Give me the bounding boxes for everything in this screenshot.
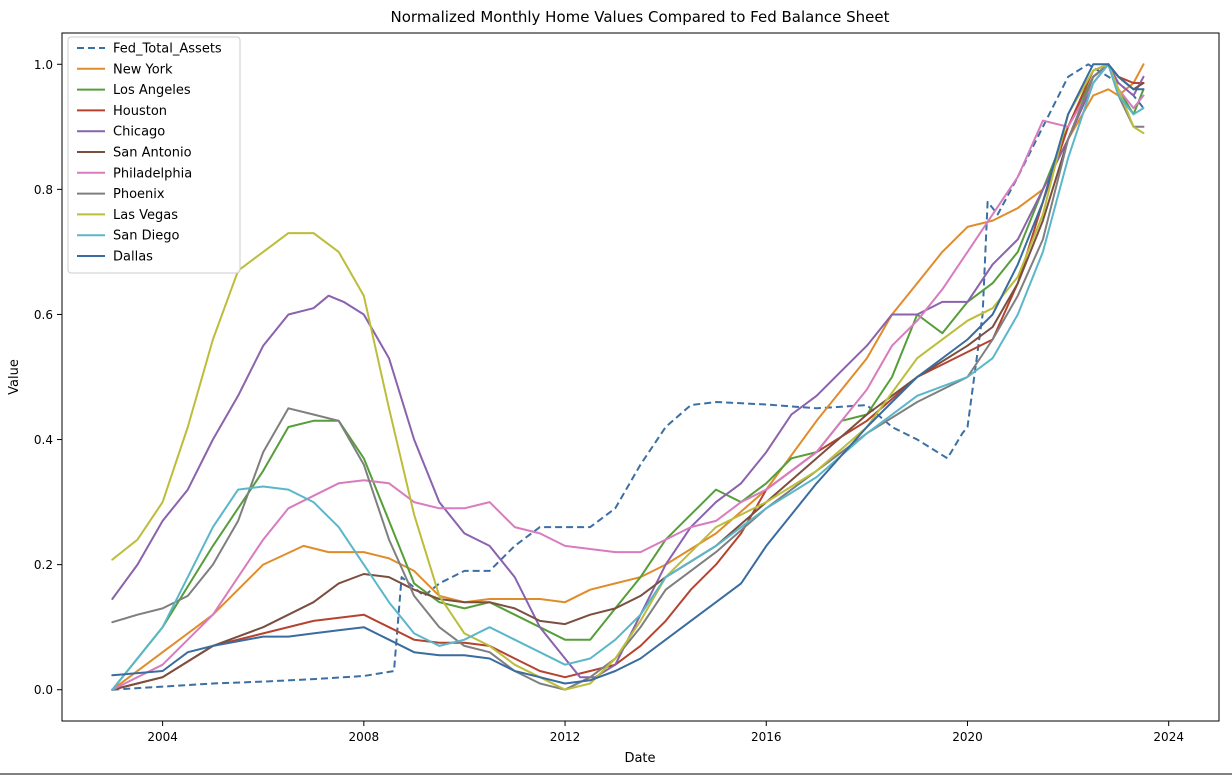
x-tick-label: 2012 — [550, 730, 581, 744]
legend-label-dallas: Dallas — [113, 250, 153, 265]
x-tick-label: 2004 — [147, 730, 178, 744]
x-tick-label: 2020 — [952, 730, 983, 744]
legend-box — [67, 36, 241, 274]
y-tick-label: 0.2 — [34, 558, 53, 572]
x-tick-label: 2016 — [751, 730, 782, 744]
legend-label-new-york: New York — [113, 62, 173, 77]
series-line-houston — [111, 63, 1145, 691]
y-tick-label: 0.6 — [34, 308, 53, 322]
x-tick-label: 2008 — [349, 730, 380, 744]
legend-label-fed-total-assets: Fed_Total_Assets — [113, 42, 222, 57]
y-tick-label: 0.4 — [34, 433, 53, 447]
plot-frame — [61, 32, 1220, 722]
chart-title: Normalized Monthly Home Values Compared … — [391, 8, 890, 26]
series-line-chicago — [111, 63, 1145, 679]
legend-label-las-vegas: Las Vegas — [113, 208, 178, 223]
legend-label-phoenix: Phoenix — [113, 187, 165, 202]
series-layer — [111, 63, 1145, 691]
series-line-philadelphia — [111, 63, 1145, 691]
x-tick-label: 2024 — [1153, 730, 1184, 744]
legend-label-san-antonio: San Antonio — [113, 146, 192, 161]
legend-label-san-diego: San Diego — [113, 229, 179, 244]
y-tick-label: 0.8 — [34, 183, 53, 197]
y-axis-label: Value — [7, 359, 22, 395]
series-line-fed-total-assets — [112, 63, 1145, 691]
series-line-san-antonio — [111, 63, 1145, 691]
x-axis-ticks: 2004 2008 2012 2016 2020 2024 — [147, 721, 1184, 744]
legend-label-los-angeles: Los Angeles — [113, 83, 191, 98]
x-axis-label: Date — [624, 751, 655, 766]
legend: Fed_Total_Assets New York Los Angeles Houst… — [67, 36, 241, 274]
series-line-dallas — [111, 63, 1145, 685]
y-axis-ticks: 0.0 0.2 0.4 0.6 0.8 1.0 — [34, 58, 62, 697]
y-tick-label: 0.0 — [34, 683, 53, 697]
series-line-san-diego — [111, 63, 1145, 691]
series-line-las-vegas — [111, 63, 1145, 691]
legend-label-philadelphia: Philadelphia — [113, 166, 192, 181]
series-line-new-york — [111, 63, 1145, 691]
series-line-phoenix — [111, 63, 1145, 691]
legend-label-houston: Houston — [113, 104, 167, 119]
y-tick-label: 1.0 — [34, 58, 53, 72]
series-line-los-angeles — [111, 63, 1145, 691]
legend-label-chicago: Chicago — [113, 125, 165, 140]
